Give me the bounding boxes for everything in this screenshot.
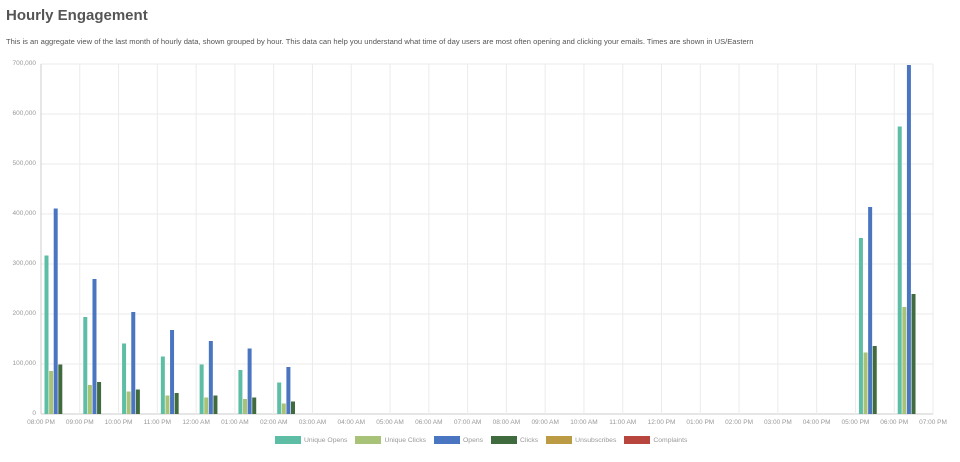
legend-item[interactable]: Opens (434, 436, 483, 444)
bar-clicks (58, 364, 63, 414)
legend-item[interactable]: Clicks (491, 436, 538, 444)
legend-swatch (275, 436, 301, 444)
x-tick-label: 11:00 AM (609, 419, 637, 426)
bar-unique-opens (44, 255, 49, 414)
bar-unique-opens (122, 343, 127, 414)
bar-clicks (174, 393, 179, 414)
bar-unique-clicks (863, 352, 868, 414)
y-tick-label: 0 (32, 410, 36, 417)
bar-opens (286, 367, 291, 414)
x-tick-label: 04:00 PM (802, 419, 831, 426)
x-tick-label: 07:00 AM (453, 419, 482, 426)
bar-unique-opens (199, 364, 204, 414)
chart-legend: Unique Opens Unique Clicks Opens Clicks Unsu… (275, 436, 695, 444)
x-tick-label: 08:00 AM (492, 419, 521, 426)
bar-unique-clicks (126, 391, 131, 414)
x-tick-label: 07:00 PM (919, 419, 947, 426)
bar-unique-clicks (87, 385, 92, 414)
bar-unique-opens (277, 382, 282, 414)
legend-item[interactable]: Unsubscribes (546, 436, 616, 444)
x-tick-label: 03:00 AM (298, 419, 327, 426)
page-description: This is an aggregate view of the last mo… (6, 37, 754, 46)
bar-clicks (213, 395, 218, 414)
bar-opens (131, 312, 136, 414)
y-tick-label: 200,000 (12, 310, 37, 317)
bar-opens (170, 330, 175, 414)
bar-unique-clicks (902, 307, 907, 414)
legend-label: Unsubscribes (575, 436, 617, 444)
x-tick-label: 02:00 AM (259, 419, 288, 426)
bar-unique-clicks (281, 403, 286, 414)
bar-clicks (252, 397, 257, 414)
x-tick-label: 01:00 AM (221, 419, 249, 426)
bar-clicks (290, 401, 295, 414)
legend-swatch (624, 436, 651, 444)
legend-swatch (355, 436, 382, 444)
x-tick-label: 04:00 AM (337, 419, 365, 426)
bar-unique-opens (83, 317, 88, 414)
legend-item[interactable]: Unique Clicks (355, 436, 426, 444)
x-tick-label: 05:00 AM (376, 419, 404, 426)
bar-clicks (911, 294, 916, 414)
legend-item[interactable]: Unique Opens (275, 436, 347, 444)
x-tick-label: 06:00 AM (415, 419, 443, 426)
legend-swatch (434, 436, 461, 444)
y-tick-label: 700,000 (12, 60, 37, 67)
legend-label: Opens (463, 436, 484, 444)
bar-opens (906, 65, 911, 414)
bar-clicks (872, 346, 877, 414)
y-tick-label: 500,000 (12, 160, 37, 167)
bar-unique-clicks (243, 399, 248, 414)
x-tick-label: 02:00 PM (725, 419, 753, 426)
x-tick-label: 12:00 AM (182, 419, 210, 426)
bar-unique-opens (858, 238, 863, 414)
y-tick-label: 400,000 (12, 210, 37, 217)
x-tick-label: 08:00 PM (27, 419, 55, 426)
bar-unique-opens (238, 370, 243, 414)
legend-label: Complaints (653, 436, 688, 444)
bar-unique-clicks (165, 395, 170, 414)
x-tick-label: 01:00 PM (686, 419, 715, 426)
x-tick-label: 06:00 PM (880, 419, 909, 426)
bar-opens (208, 341, 213, 414)
x-tick-label: 10:00 PM (104, 419, 133, 426)
legend-label: Unique Clicks (384, 436, 427, 444)
bar-opens (92, 279, 97, 414)
x-tick-label: 09:00 PM (65, 419, 94, 426)
bar-clicks (135, 389, 140, 414)
bar-unique-opens (160, 356, 165, 414)
y-tick-label: 600,000 (12, 110, 37, 117)
x-tick-label: 09:00 AM (531, 419, 559, 426)
bar-unique-clicks (49, 371, 54, 414)
x-tick-label: 10:00 AM (570, 419, 598, 426)
legend-label: Clicks (520, 436, 539, 444)
y-tick-label: 100,000 (12, 360, 37, 367)
page-title: Hourly Engagement (6, 7, 148, 24)
x-tick-label: 11:00 PM (143, 419, 172, 426)
bar-opens (868, 207, 873, 414)
bar-unique-opens (897, 126, 902, 414)
bar-opens (53, 208, 58, 414)
legend-item[interactable]: Complaints (624, 436, 687, 444)
bar-unique-clicks (204, 397, 209, 414)
legend-label: Unique Opens (304, 436, 348, 444)
y-tick-label: 300,000 (12, 260, 37, 267)
legend-swatch (491, 436, 518, 444)
x-tick-label: 05:00 PM (841, 419, 870, 426)
bar-opens (247, 348, 252, 414)
x-tick-label: 03:00 PM (763, 419, 792, 426)
x-tick-label: 12:00 PM (647, 419, 676, 426)
bar-clicks (97, 382, 102, 414)
legend-swatch (546, 436, 573, 444)
